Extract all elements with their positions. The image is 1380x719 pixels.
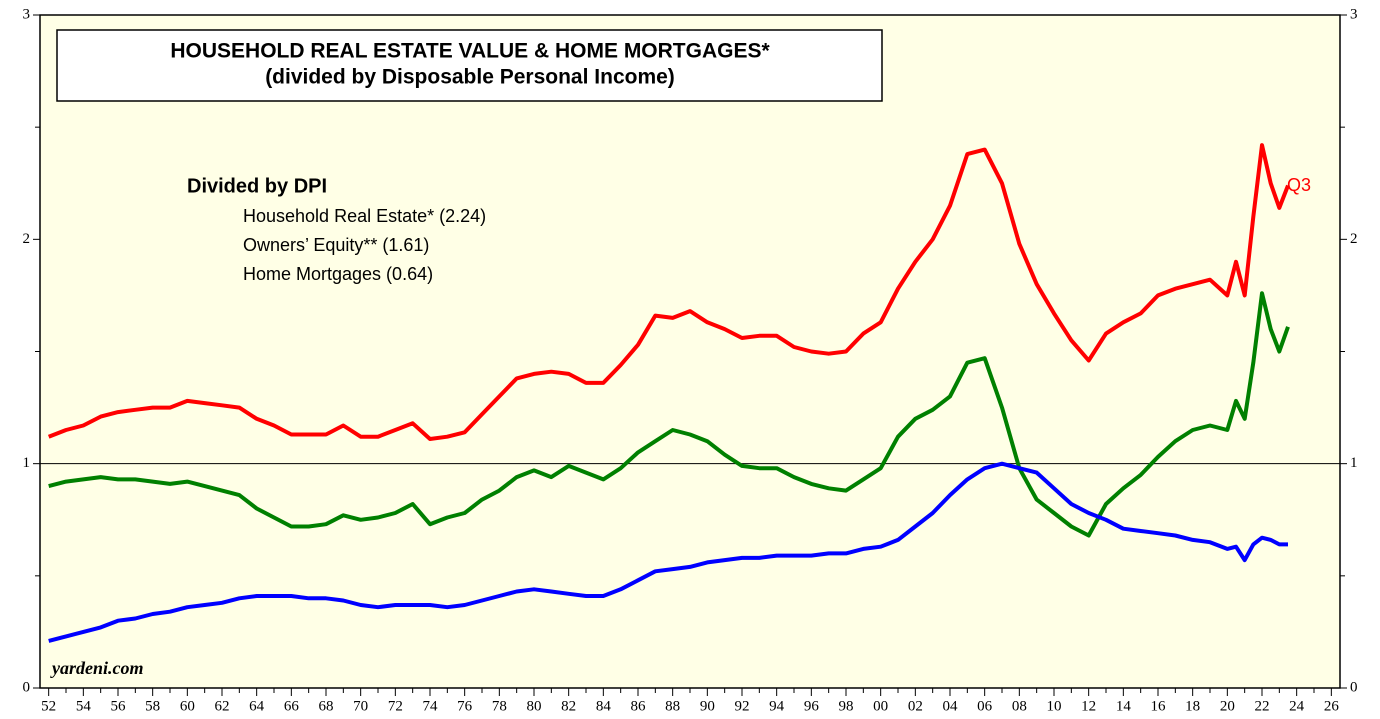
y-tick-label: 0: [23, 679, 31, 695]
legend-entry: Home Mortgages (0.64): [243, 264, 433, 284]
legend-title: Divided by DPI: [187, 175, 327, 197]
x-tick-label: 84: [596, 698, 612, 714]
x-tick-label: 18: [1185, 698, 1200, 714]
x-tick-label: 74: [423, 698, 439, 714]
title-box: [56, 29, 883, 102]
y2-tick-label: 0: [1350, 679, 1358, 695]
x-tick-label: 00: [873, 698, 888, 714]
x-tick-label: 06: [977, 698, 993, 714]
x-tick-label: 22: [1255, 698, 1270, 714]
legend-entry: Household Real Estate* (2.24): [243, 206, 486, 226]
x-tick-label: 66: [284, 698, 300, 714]
y2-tick-label: 2: [1350, 231, 1358, 247]
x-tick-label: 72: [388, 698, 403, 714]
y-tick-label: 1: [23, 455, 31, 471]
x-tick-label: 20: [1220, 698, 1235, 714]
x-tick-label: 94: [769, 698, 785, 714]
x-tick-label: 12: [1081, 698, 1096, 714]
x-tick-label: 16: [1151, 698, 1167, 714]
x-tick-label: 78: [492, 698, 507, 714]
chart-subtitle: (divided by Disposable Personal Income): [265, 66, 675, 89]
y-tick-label: 3: [23, 6, 31, 22]
x-tick-label: 58: [145, 698, 160, 714]
y2-tick-label: 1: [1350, 455, 1358, 471]
x-tick-label: 76: [457, 698, 473, 714]
x-tick-label: 98: [839, 698, 854, 714]
x-tick-label: 80: [527, 698, 542, 714]
x-tick-label: 70: [353, 698, 368, 714]
x-tick-label: 90: [700, 698, 715, 714]
series-line: [47, 143, 1290, 441]
x-tick-label: 60: [180, 698, 195, 714]
x-tick-label: 88: [665, 698, 680, 714]
x-tick-label: 56: [111, 698, 127, 714]
x-tick-label: 14: [1116, 698, 1132, 714]
x-tick-label: 26: [1324, 698, 1340, 714]
legend-entry: Owners’ Equity** (1.61): [243, 235, 429, 255]
series-line: [48, 461, 1288, 643]
x-tick-label: 02: [908, 698, 923, 714]
y-tick-label: 2: [23, 231, 31, 247]
x-tick-label: 24: [1289, 698, 1305, 714]
plot-area: [39, 14, 1341, 689]
x-tick-label: 86: [631, 698, 647, 714]
watermark: yardeni.com: [50, 658, 144, 678]
x-tick-label: 68: [319, 698, 334, 714]
x-tick-label: 04: [943, 698, 959, 714]
x-tick-label: 54: [76, 698, 92, 714]
x-tick-label: 52: [41, 698, 56, 714]
x-tick-label: 62: [215, 698, 230, 714]
annotation: Q3: [1287, 175, 1311, 195]
x-tick-label: 64: [249, 698, 265, 714]
x-tick-label: 92: [735, 698, 750, 714]
x-tick-label: 08: [1012, 698, 1027, 714]
y2-tick-label: 3: [1350, 6, 1358, 22]
x-tick-label: 96: [804, 698, 820, 714]
chart-title: HOUSEHOLD REAL ESTATE VALUE & HOME MORTG…: [170, 40, 770, 63]
x-tick-label: 10: [1047, 698, 1062, 714]
series-line: [48, 291, 1290, 538]
x-tick-label: 82: [561, 698, 576, 714]
